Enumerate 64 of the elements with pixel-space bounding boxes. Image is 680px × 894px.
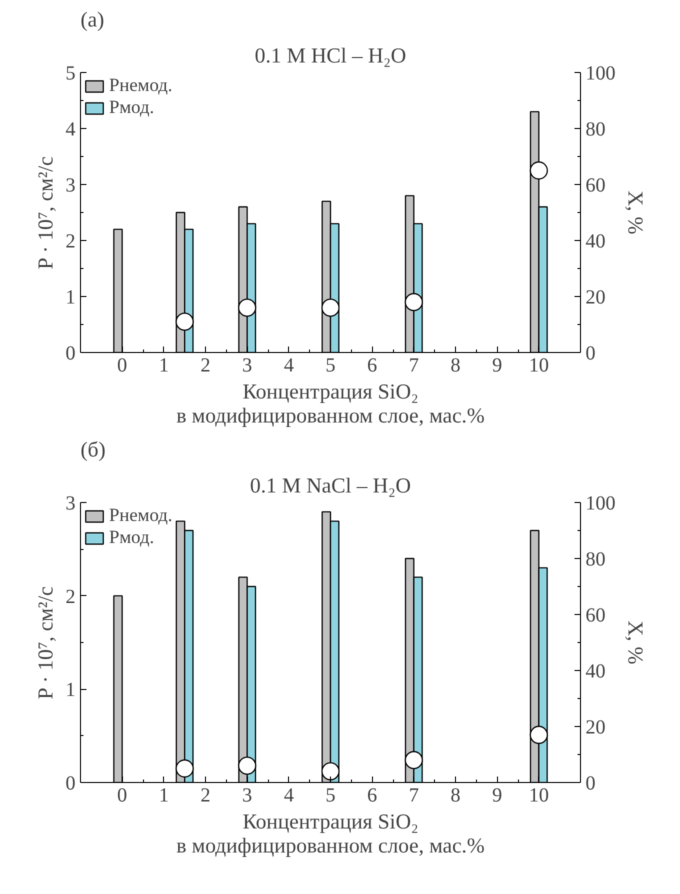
x-tick-label: 6 [367, 784, 378, 806]
y2-tick-label: 80 [586, 548, 606, 570]
y-tick-label: 2 [66, 586, 76, 608]
x-tick-label: 9 [492, 784, 502, 806]
x-tick-label: 7 [408, 354, 419, 376]
x-axis-title: Концентрация SiO₂ в модифицированном слое, мас.% [176, 380, 485, 428]
legend-label: Pмод. [109, 97, 154, 119]
x-tick-label: 2 [200, 784, 210, 806]
text: (a) [80, 8, 104, 32]
point [530, 726, 548, 744]
y-axis-title: P · 10⁷, см²/с [34, 156, 58, 270]
y-tick-label: 1 [66, 679, 76, 702]
x-tick-label: 5 [326, 784, 336, 806]
y2-tick-label: 100 [586, 62, 616, 84]
y-tick-label: 2 [66, 230, 76, 252]
x-tick-label: 10 [528, 354, 549, 376]
x-tick-label: 6 [367, 354, 378, 376]
x-tick-label: 1 [158, 784, 169, 806]
point [404, 751, 423, 770]
y-tick-label: 1 [66, 286, 76, 308]
x-tick-label: 1 [158, 354, 169, 376]
chart-title: 0.1 M NaCl – H₂O [250, 474, 411, 498]
y2-tick-label: 20 [586, 716, 606, 738]
x-axis-title: Концентрация SiO₂ в модифицированном слое, мас.% [176, 810, 485, 858]
legend-label: Pмод. [109, 527, 154, 549]
y-axis-title: P · 10⁷, см²/с [34, 586, 58, 700]
point [530, 161, 548, 180]
y-tick-label: 4 [66, 118, 76, 140]
y2-tick-label: 20 [586, 286, 606, 308]
y-tick-label: 3 [66, 174, 76, 196]
x-tick-label: 7 [408, 784, 419, 806]
x-tick-label: 4 [284, 784, 294, 806]
y2-tick-label: 80 [586, 118, 606, 140]
x-tick-label: 8 [450, 784, 460, 806]
x-tick-label: 4 [284, 354, 294, 376]
point [238, 756, 256, 775]
y2-tick-label: 40 [586, 230, 606, 252]
y2-tick-label: 60 [586, 604, 606, 626]
point [176, 312, 194, 331]
y2-tick-label: 40 [586, 660, 606, 682]
y2-tick-label: 100 [586, 492, 616, 514]
text: (б) [80, 438, 106, 462]
y2-tick-label: 60 [586, 174, 606, 196]
point [176, 759, 194, 778]
y2-axis-title: X, % [624, 620, 648, 665]
x-tick-label: 2 [200, 354, 210, 376]
y-tick-label: 3 [66, 492, 76, 514]
x-tick-label: 9 [492, 354, 502, 376]
y-tick-label: 5 [66, 62, 76, 84]
point [238, 298, 256, 317]
legend-label: Pнемод. [109, 75, 172, 97]
legend-label: Pнемод. [109, 505, 172, 527]
point [321, 298, 340, 317]
point [321, 762, 340, 780]
x-tick-label: 0 [117, 354, 128, 376]
x-tick-label: 3 [242, 784, 252, 806]
y2-axis-title: X, % [624, 190, 648, 235]
x-tick-label: 3 [242, 354, 252, 376]
x-tick-label: 0 [117, 784, 128, 806]
chart-title: 0.1 M HCl – H₂O [254, 44, 406, 68]
x-tick-label: 8 [450, 354, 460, 376]
x-tick-label: 10 [528, 784, 549, 806]
x-tick-label: 5 [326, 354, 336, 376]
point [404, 293, 423, 312]
